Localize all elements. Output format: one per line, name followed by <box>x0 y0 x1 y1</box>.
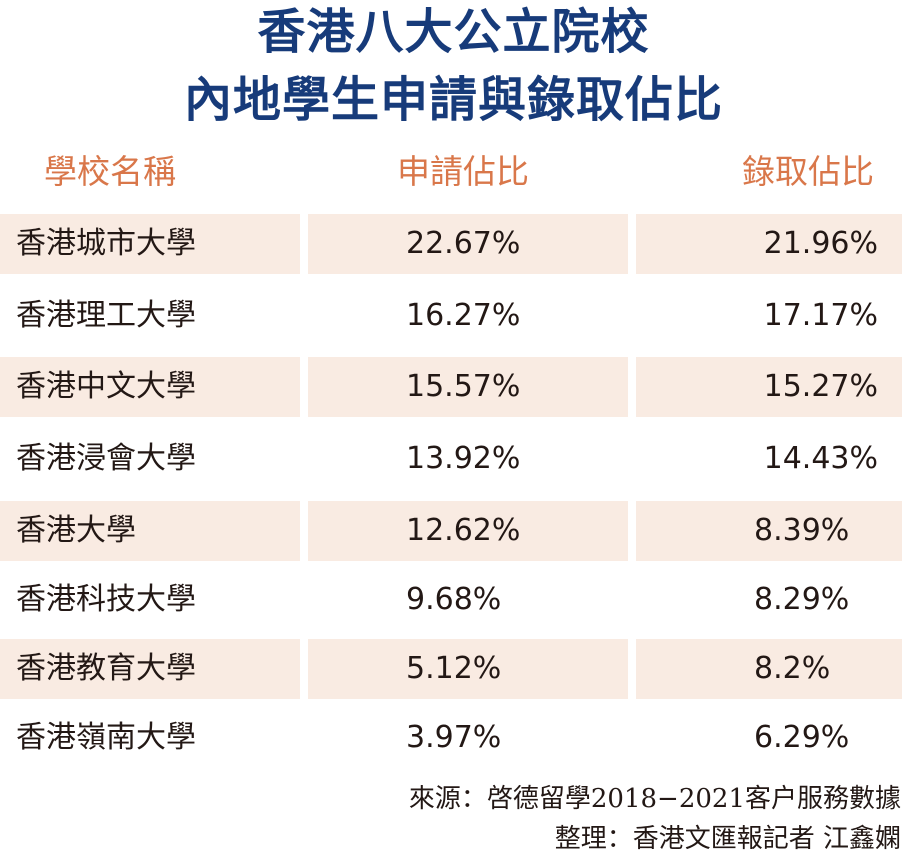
admission-share-cell: 8.39% <box>636 501 902 561</box>
admission-share: 21.96% <box>763 226 878 261</box>
application-share: 5.12% <box>308 639 628 699</box>
header-admission-share: 錄取佔比 <box>742 152 874 191</box>
admission-share-cell: 6.29% <box>636 708 902 768</box>
table-row: 香港大學 12.62% 8.39% <box>0 501 907 561</box>
school-name: 香港浸會大學 <box>16 441 196 476</box>
admission-share-cell: 14.43% <box>636 429 902 489</box>
title-line-1: 香港八大公立院校 <box>257 4 650 60</box>
table-row: 香港嶺南大學 3.97% 6.29% <box>0 708 907 768</box>
school-name: 香港科技大學 <box>16 582 196 617</box>
application-share: 16.27% <box>406 298 521 333</box>
header-application-share: 申請佔比 <box>397 152 529 191</box>
school-name: 香港嶺南大學 <box>16 720 196 755</box>
admission-share: 14.43% <box>763 441 878 476</box>
title-line-2: 內地學生申請與錄取佔比 <box>183 72 723 128</box>
school-name: 香港理工大學 <box>16 298 196 333</box>
application-share: 3.97% <box>406 720 502 755</box>
admission-share: 8.29% <box>754 582 850 617</box>
admission-share: 17.17% <box>763 298 878 333</box>
application-share: 12.62% <box>308 501 628 561</box>
application-share: 13.92% <box>406 441 521 476</box>
admission-share: 8.2% <box>754 651 831 686</box>
admission-share: 15.27% <box>763 369 878 404</box>
school-name: 香港城市大學 <box>0 214 300 274</box>
table-row: 香港浸會大學 13.92% 14.43% <box>0 429 907 489</box>
school-name: 香港中文大學 <box>0 357 300 417</box>
school-name: 香港教育大學 <box>0 639 300 699</box>
application-share: 15.57% <box>308 357 628 417</box>
admission-share: 8.39% <box>754 513 850 548</box>
admission-share-cell: 17.17% <box>636 286 902 346</box>
source-note: 來源：啓德留學2018−2021客户服務數據 <box>408 784 901 814</box>
admission-share-cell: 8.29% <box>636 570 902 630</box>
table-row: 香港科技大學 9.68% 8.29% <box>0 570 907 630</box>
admission-share: 6.29% <box>754 720 850 755</box>
table-row: 香港城市大學 22.67% 21.96% <box>0 214 907 274</box>
application-share: 22.67% <box>308 214 628 274</box>
compiled-by-note: 整理：香港文匯報記者 江鑫嫻 <box>554 824 901 854</box>
table-row: 香港教育大學 5.12% 8.2% <box>0 639 907 699</box>
application-share: 9.68% <box>406 582 502 617</box>
admission-share-cell: 21.96% <box>636 214 902 274</box>
school-name: 香港大學 <box>0 501 300 561</box>
table-row: 香港中文大學 15.57% 15.27% <box>0 357 907 417</box>
header-school-name: 學校名稱 <box>44 152 176 191</box>
table-row: 香港理工大學 16.27% 17.17% <box>0 286 907 346</box>
admission-share-cell: 8.2% <box>636 639 902 699</box>
admission-share-cell: 15.27% <box>636 357 902 417</box>
